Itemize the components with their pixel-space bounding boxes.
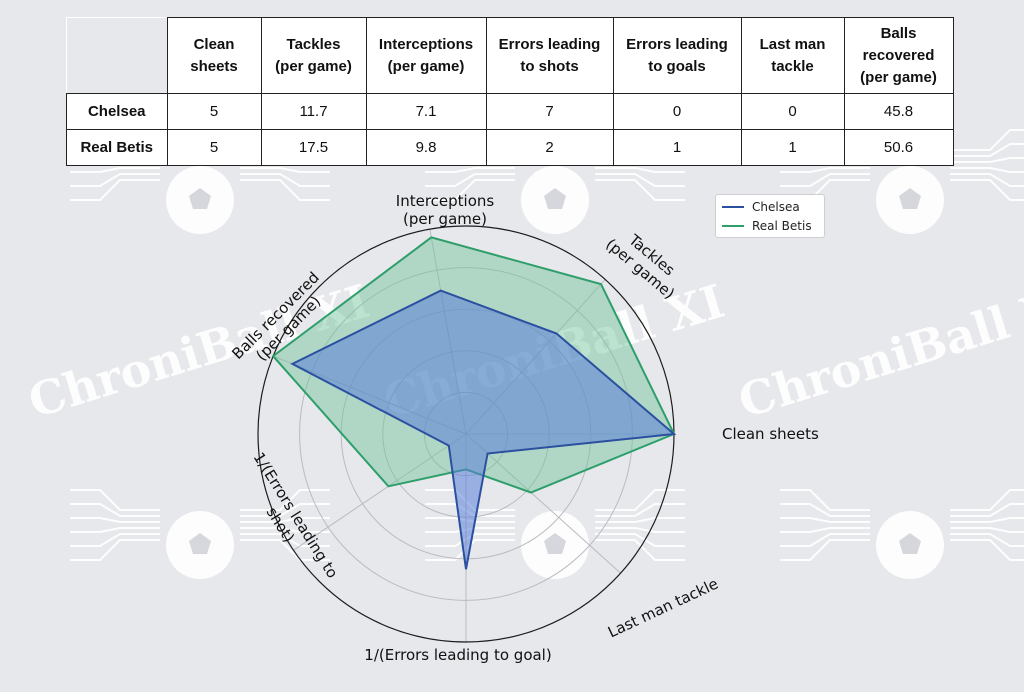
- soccer-ball-patch: [544, 188, 566, 209]
- circuit-line: [595, 517, 685, 523]
- circuit-line: [70, 539, 160, 561]
- circuit-line: [240, 167, 330, 173]
- circuit-line: [425, 179, 515, 201]
- col-header: Balls recovered (per game): [843, 17, 954, 94]
- grid-spoke: [293, 433, 467, 551]
- circuit-line: [240, 527, 330, 533]
- soccer-ball-patch: [189, 188, 211, 209]
- circuit-line: [950, 179, 1024, 201]
- circuit-line: [780, 489, 870, 511]
- table-cell: 17.5: [260, 129, 367, 166]
- circuit-line: [780, 173, 870, 187]
- grid-spoke: [465, 433, 621, 574]
- table-cell: 1: [740, 129, 845, 166]
- circuit-line: [595, 527, 685, 533]
- axis-label: 1/(Errors leading toshot): [234, 449, 341, 591]
- soccer-ball-patch: [544, 533, 566, 554]
- circuit-line: [950, 517, 1024, 523]
- circuit-line: [950, 157, 1024, 163]
- axis-label: Interceptions (per game): [396, 192, 495, 228]
- col-header: Tackles (per game): [260, 17, 367, 94]
- table-row: Real Betis 5 17.5 9.8 2 1 1 50.6: [66, 129, 954, 166]
- circuit-line: [70, 517, 160, 523]
- circuit-line: [70, 173, 160, 187]
- circuit-line: [595, 179, 685, 201]
- legend-label-chelsea: Chelsea: [752, 199, 800, 214]
- circuit-line: [425, 173, 515, 187]
- circuit-line: [240, 173, 330, 187]
- circuit-line: [595, 539, 685, 561]
- circuit-line: [240, 179, 330, 201]
- circuit-line: [950, 143, 1024, 157]
- circuit-line: [950, 527, 1024, 533]
- circuit-line: [595, 167, 685, 173]
- series-area-chelsea: [290, 289, 677, 570]
- circuit-line: [70, 527, 160, 533]
- axis-label: Last man tackle: [605, 575, 721, 642]
- circuit-line: [950, 533, 1024, 547]
- circuit-line: [595, 173, 685, 187]
- circuit-line: [70, 167, 160, 173]
- circuit-line: [780, 167, 870, 173]
- legend-entry-real-betis: Real Betis: [716, 216, 824, 235]
- chart-legend: Chelsea Real Betis: [715, 194, 825, 238]
- legend-swatch-chelsea: [722, 205, 744, 208]
- table-cell: 50.6: [843, 129, 954, 166]
- axis-label: 1/(Errors leading to goal): [364, 646, 551, 664]
- circuit-line: [425, 167, 515, 173]
- circuit-line: [950, 503, 1024, 517]
- table-cell: 2: [485, 129, 614, 166]
- soccer-ball-patch: [899, 188, 921, 209]
- circuit-line: [950, 129, 1024, 151]
- circuit-line: [780, 539, 870, 561]
- circuit-line: [240, 533, 330, 547]
- circuit-line: [780, 517, 870, 523]
- circuit-line: [240, 517, 330, 523]
- circuit-line: [780, 533, 870, 547]
- col-header: Last man tackle: [740, 17, 845, 94]
- circuit-line: [780, 527, 870, 533]
- table-header-row: Clean sheets Tackles (per game) Intercepti…: [66, 17, 954, 94]
- circuit-line: [780, 503, 870, 517]
- radar-series: [271, 236, 677, 570]
- circuit-line: [950, 489, 1024, 511]
- axis-label: Tackles(per game): [602, 221, 689, 303]
- circuit-line: [70, 533, 160, 547]
- circuit-line: [240, 539, 330, 561]
- circuit-line: [70, 489, 160, 511]
- table-cell: 9.8: [365, 129, 487, 166]
- col-header: Clean sheets: [166, 17, 262, 94]
- table-cell: 7.1: [365, 93, 487, 130]
- table-cell: 0: [740, 93, 845, 130]
- circuit-line: [595, 503, 685, 517]
- circuit-line: [240, 489, 330, 511]
- table-cell: 11.7: [260, 93, 367, 130]
- table-cell: 5: [166, 93, 262, 130]
- circuit-line: [595, 489, 685, 511]
- circuit-line: [950, 539, 1024, 561]
- circuit-line: [70, 179, 160, 201]
- soccer-ball-patch: [189, 533, 211, 554]
- circuit-line: [950, 173, 1024, 187]
- soccer-ball-patch: [899, 533, 921, 554]
- axis-label: Clean sheets: [722, 425, 819, 443]
- col-header: Errors leading to shots: [485, 17, 614, 94]
- legend-entry-chelsea: Chelsea: [716, 197, 824, 216]
- team-name: Chelsea: [66, 93, 168, 130]
- legend-label-real-betis: Real Betis: [752, 218, 812, 233]
- legend-swatch-real-betis: [722, 224, 744, 227]
- stats-table: Clean sheets Tackles (per game) Intercepti…: [66, 17, 954, 166]
- table-row: Chelsea 5 11.7 7.1 7 0 0 45.8: [66, 93, 954, 130]
- col-header: Interceptions (per game): [365, 17, 487, 94]
- circuit-line: [70, 503, 160, 517]
- table-cell: 5: [166, 129, 262, 166]
- circuit-line: [950, 167, 1024, 173]
- team-name: Real Betis: [66, 129, 168, 166]
